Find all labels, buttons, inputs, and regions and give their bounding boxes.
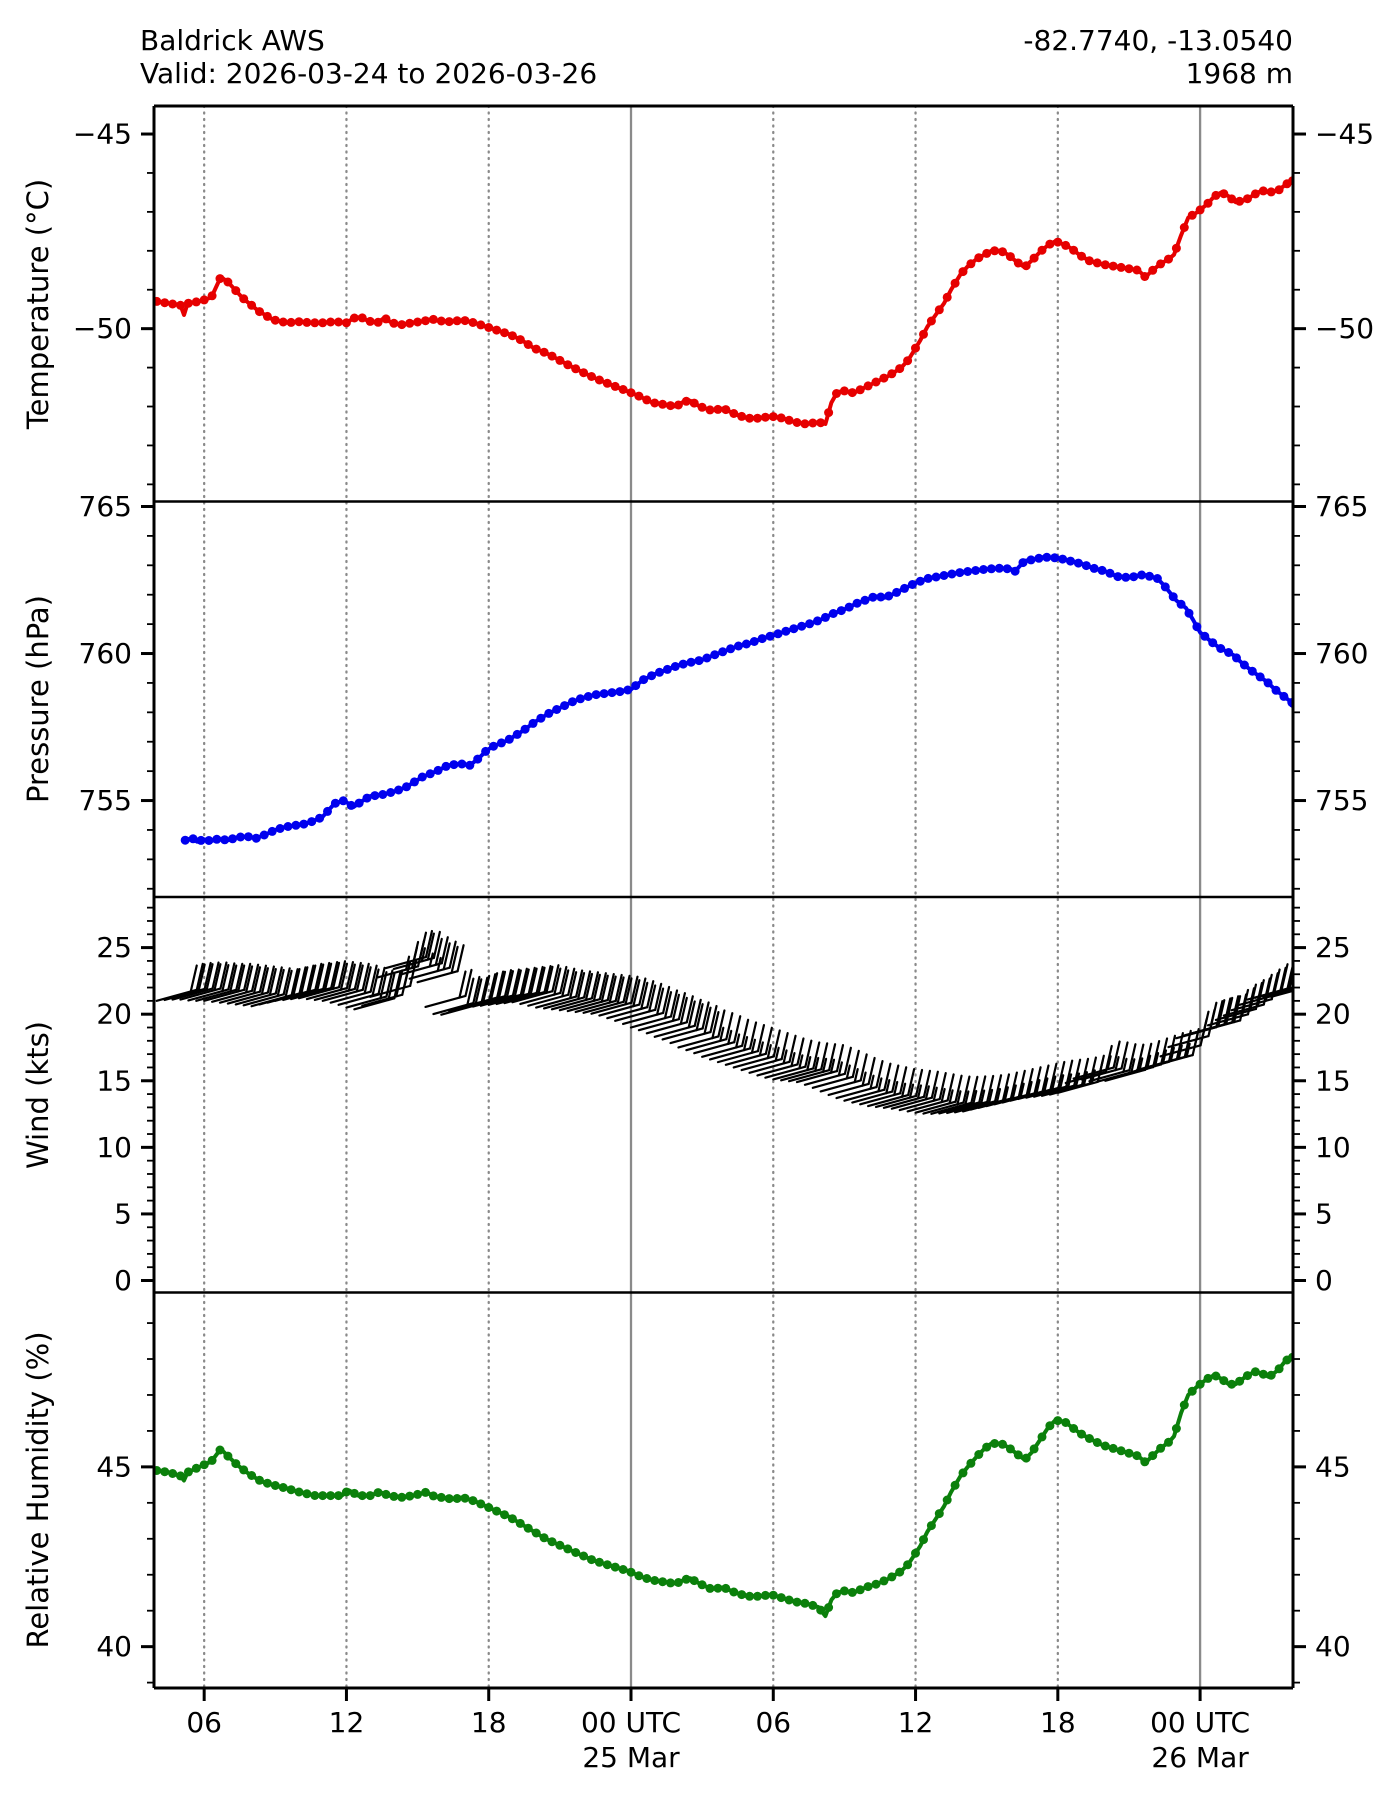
svg-text:25: 25 [1315,931,1351,964]
svg-text:15: 15 [96,1064,132,1097]
station-elevation: 1968 m [1185,57,1293,90]
station-coordinates: -82.7740, -13.0540 [1023,24,1293,57]
svg-text:755: 755 [79,784,132,817]
humidity-axis-label: Relative Humidity (%) [21,1331,55,1649]
svg-text:40: 40 [1315,1630,1351,1663]
svg-text:−45: −45 [1315,118,1374,151]
svg-text:18: 18 [471,1706,507,1739]
svg-text:−50: −50 [73,312,132,345]
svg-text:06: 06 [755,1706,791,1739]
svg-text:20: 20 [1315,998,1351,1031]
svg-text:20: 20 [96,998,132,1031]
svg-text:−45: −45 [73,118,132,151]
svg-text:5: 5 [114,1197,132,1230]
svg-text:15: 15 [1315,1064,1351,1097]
svg-text:0: 0 [1315,1264,1333,1297]
svg-text:26 Mar: 26 Mar [1151,1741,1249,1774]
svg-text:12: 12 [898,1706,934,1739]
svg-text:760: 760 [79,637,132,670]
svg-text:45: 45 [96,1450,132,1483]
svg-text:40: 40 [96,1630,132,1663]
svg-text:760: 760 [1315,637,1368,670]
svg-text:765: 765 [1315,490,1368,523]
svg-text:5: 5 [1315,1197,1333,1230]
svg-text:00 UTC: 00 UTC [1150,1706,1250,1739]
svg-text:25: 25 [96,931,132,964]
valid-range: Valid: 2026-03-24 to 2026-03-26 [140,57,598,90]
svg-text:10: 10 [1315,1131,1351,1164]
svg-text:18: 18 [1040,1706,1076,1739]
station-title: Baldrick AWS [140,24,325,57]
svg-text:12: 12 [329,1706,365,1739]
svg-text:06: 06 [186,1706,222,1739]
svg-text:25 Mar: 25 Mar [582,1741,680,1774]
svg-text:45: 45 [1315,1450,1351,1483]
svg-text:−50: −50 [1315,312,1374,345]
svg-text:10: 10 [96,1131,132,1164]
svg-text:00 UTC: 00 UTC [581,1706,681,1739]
svg-text:755: 755 [1315,784,1368,817]
svg-text:0: 0 [114,1264,132,1297]
svg-text:765: 765 [79,490,132,523]
